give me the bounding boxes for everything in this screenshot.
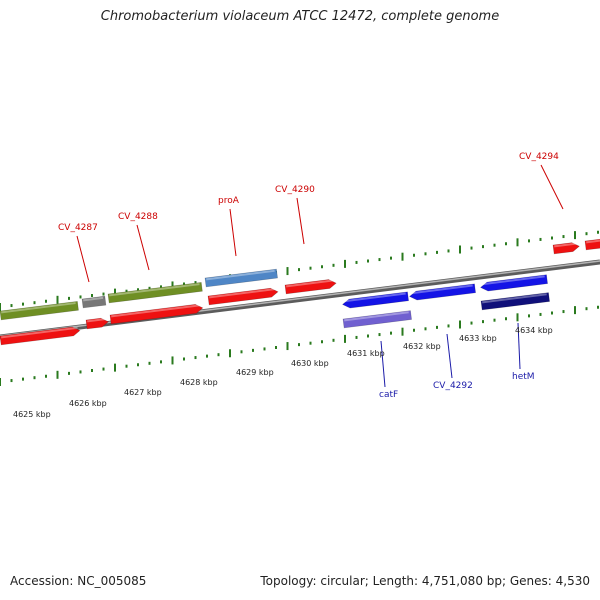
cds-proa bbox=[207, 287, 279, 306]
kbp-tick-label: 4634 kbp bbox=[515, 326, 553, 335]
cds-cv4290 bbox=[284, 279, 337, 295]
leader-line bbox=[540, 164, 564, 210]
kbp-tick-label: 4627 kbp bbox=[124, 388, 162, 397]
cds-cv4287 bbox=[0, 326, 81, 346]
cds-cv4292 bbox=[409, 283, 476, 301]
leader-line bbox=[380, 340, 386, 388]
blue-feature bbox=[204, 268, 278, 288]
forward-gene-label: proA bbox=[218, 196, 240, 206]
kbp-tick-label: 4630 kbp bbox=[291, 359, 329, 368]
leader-line bbox=[76, 235, 90, 283]
kbp-tick-label: 4633 kbp bbox=[459, 334, 497, 343]
reverse-gene-label: hetM bbox=[512, 372, 535, 382]
kbp-tick-label: 4631 kbp bbox=[347, 349, 385, 358]
reverse-gene-label: catF bbox=[379, 390, 398, 400]
kbp-tick-label: 4626 kbp bbox=[69, 399, 107, 408]
kbp-tick-label: 4632 kbp bbox=[403, 342, 441, 351]
genome-summary-text: Topology: circular; Length: 4,751,080 bp… bbox=[260, 574, 590, 588]
cds-cv4288 bbox=[109, 304, 204, 325]
cds-cv4294 bbox=[552, 242, 580, 255]
olive-feature-1 bbox=[0, 300, 79, 321]
inner-tick-track bbox=[0, 305, 599, 386]
gray-feature bbox=[81, 295, 107, 309]
navy-feature bbox=[480, 292, 550, 311]
kbp-tick-label: 4629 kbp bbox=[236, 368, 274, 377]
kbp-labels-layer: 4625 kbp 4626 kbp 4627 kbp 4628 kbp 4629 kbp… bbox=[13, 326, 553, 419]
forward-gene-label: CV_4290 bbox=[275, 185, 315, 195]
kbp-tick-label: 4628 kbp bbox=[180, 378, 218, 387]
leader-line bbox=[446, 333, 453, 379]
kbp-tick-label: 4625 kbp bbox=[13, 410, 51, 419]
leader-line bbox=[517, 322, 521, 370]
forward-gene-label: CV_4288 bbox=[118, 212, 158, 222]
leader-line bbox=[229, 208, 237, 257]
map-title: Chromobacterium violaceum ATCC 12472, co… bbox=[100, 9, 500, 24]
cds-hetm bbox=[480, 274, 548, 292]
leader-line bbox=[136, 224, 150, 271]
olive-feature-2 bbox=[107, 282, 203, 304]
purple-feature bbox=[342, 310, 412, 329]
leader-line bbox=[296, 197, 305, 245]
reverse-gene-label: CV_4292 bbox=[433, 381, 473, 391]
cds-small bbox=[85, 317, 109, 330]
forward-gene-label: CV_4287 bbox=[58, 223, 98, 233]
accession-text: Accession: NC_005085 bbox=[10, 574, 147, 588]
feature-layer bbox=[0, 238, 600, 346]
label-layer: CV_4287 CV_4288 proA CV_4290 CV_4294 catF CV_4… bbox=[58, 152, 564, 400]
forward-gene-label: CV_4294 bbox=[519, 152, 559, 162]
cds-catf bbox=[342, 291, 409, 309]
cds-edge bbox=[584, 238, 600, 251]
